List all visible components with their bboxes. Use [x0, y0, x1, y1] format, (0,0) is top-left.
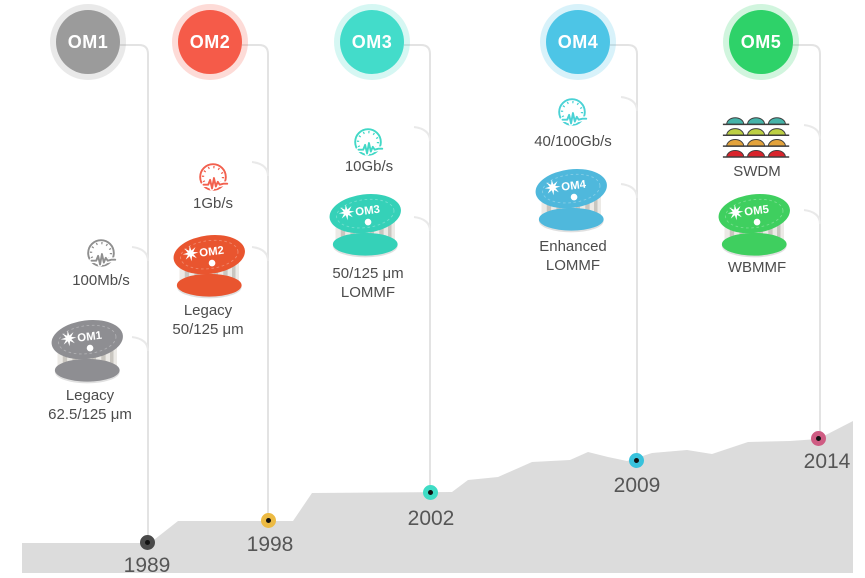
om5-speed-label: SWDM	[733, 163, 781, 180]
om4-caption: Enhanced LOMMF	[539, 238, 607, 274]
starburst-icon	[60, 330, 77, 347]
om2-badge-label: OM2	[189, 31, 231, 52]
fiber-spool-icon: OM1	[51, 320, 123, 384]
speed-gauge-icon	[87, 239, 118, 267]
year-label-2009: 2009	[613, 474, 661, 497]
speed-gauge-icon	[354, 128, 385, 156]
year-label-1998: 1998	[246, 533, 294, 556]
year-label-2002: 2002	[407, 507, 455, 530]
om1-badge: OM1	[50, 4, 126, 80]
spool-label: OM5	[744, 204, 770, 219]
spool-label: OM3	[355, 204, 381, 219]
om2-speed-label: 1Gb/s	[192, 195, 234, 212]
om5-badge: OM5	[723, 4, 799, 80]
timeline-mountain	[22, 421, 853, 573]
spool-label: OM2	[199, 245, 225, 260]
starburst-icon	[727, 204, 744, 221]
om4-badge: OM4	[540, 4, 616, 80]
timeline-dot-1989	[140, 535, 155, 550]
om4-badge-label: OM4	[557, 31, 599, 52]
fiber-spool-icon: OM4	[535, 169, 607, 233]
fiber-spool-icon: OM5	[718, 194, 790, 258]
swdm-spectrum-icon	[722, 117, 790, 158]
connector-lines	[120, 44, 821, 536]
om1-badge-label: OM1	[67, 31, 109, 52]
om3-caption: 50/125 μm LOMMF	[332, 265, 404, 301]
starburst-icon	[544, 179, 561, 196]
om3-badge: OM3	[334, 4, 410, 80]
year-label-1989: 1989	[123, 554, 171, 577]
om4-speed-label: 40/100Gb/s	[534, 133, 612, 150]
spool-label: OM4	[561, 179, 588, 194]
spool-label: OM1	[77, 330, 103, 345]
branch-hooks	[131, 96, 821, 352]
om5-caption: WBMMF	[727, 259, 787, 276]
starburst-icon	[182, 245, 199, 262]
om2-caption: Legacy 50/125 μm	[172, 302, 244, 338]
speed-gauge-icon	[199, 163, 230, 191]
om3-speed-label: 10Gb/s	[344, 158, 394, 175]
timeline-dot-2002	[423, 485, 438, 500]
speed-gauge-icon	[558, 98, 589, 126]
om1-caption: Legacy 62.5/125 μm	[48, 387, 132, 423]
om3-badge-label: OM3	[351, 31, 393, 52]
fiber-spool-icon: OM3	[329, 194, 401, 258]
timeline-dot-2014	[811, 431, 826, 446]
om1-speed-label: 100Mb/s	[72, 272, 130, 289]
timeline-dot-2009	[629, 453, 644, 468]
year-label-2014: 2014	[803, 450, 851, 473]
om2-badge: OM2	[172, 4, 248, 80]
fiber-spool-icon: OM2	[173, 235, 245, 299]
om5-badge-label: OM5	[740, 31, 782, 52]
timeline-dot-1998	[261, 513, 276, 528]
starburst-icon	[338, 204, 355, 221]
